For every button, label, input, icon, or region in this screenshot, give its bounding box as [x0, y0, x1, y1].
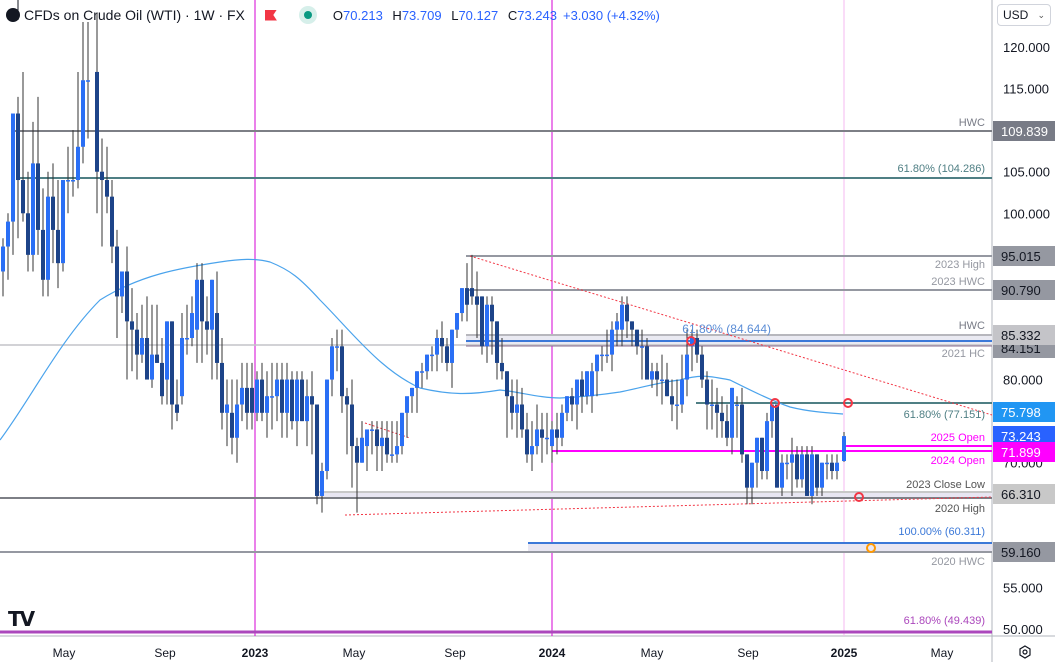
price-tick: 80.000 [1003, 373, 1043, 388]
price-tick: 115.000 [1003, 82, 1049, 97]
price-tag-label: 85.332 [1001, 328, 1041, 343]
label-2023-hwc: 2023 HWC [931, 276, 985, 288]
price-tag [993, 442, 1055, 462]
price-tag-label: 71.899 [1001, 445, 1041, 460]
settings-icon[interactable] [1018, 645, 1032, 659]
tradingview-logo[interactable]: TV [8, 607, 35, 631]
label-fib-77: 61.80% (77.151) [904, 409, 985, 421]
time-tick: May [641, 646, 664, 660]
zone-2020-hwc [528, 543, 992, 552]
time-tick: May [343, 646, 366, 660]
label-hwc-85: HWC [959, 320, 985, 332]
time-tick: Sep [444, 646, 466, 660]
touch-markers [686, 336, 876, 553]
currency-value: USD [1003, 8, 1029, 22]
close-value: 73.243 [517, 7, 557, 23]
horizontal-levels [0, 130, 992, 634]
low-value: 70.127 [458, 7, 499, 23]
price-tag [993, 246, 1055, 266]
price-tick: 105.000 [1003, 165, 1050, 180]
symbol-title[interactable]: CFDs on Crude Oil (WTI) · 1W · FX [24, 7, 245, 23]
trendlines [344, 255, 993, 516]
label-fib-49: 61.80% (49.439) [904, 615, 985, 627]
price-tag [993, 402, 1055, 422]
price-tick: 120.000 [1003, 40, 1050, 55]
price-tick: 55.000 [1003, 580, 1043, 595]
label-fib-84: 61.80% (84.644) [682, 322, 771, 336]
price-tag-label: 59.160 [1001, 545, 1041, 560]
price-tick: 100.000 [1003, 206, 1050, 221]
time-tick: 2025 [831, 646, 858, 660]
change-value: +3.030 (+4.32%) [562, 7, 660, 23]
year-dividers [17, 0, 845, 636]
label-fib-60: 100.00% (60.311) [898, 526, 985, 538]
price-tags: 84.15195.01590.79085.33273.24375.79871.8… [993, 121, 1055, 562]
label-2023-high: 2023 High [935, 259, 985, 271]
market-status-icon[interactable] [298, 6, 317, 24]
price-axis[interactable]: 120.000115.000105.000100.00080.00070.000… [1003, 40, 1050, 637]
price-tag [993, 280, 1055, 300]
currency-select[interactable]: USD ⌄ [997, 4, 1051, 26]
price-tag-label: 95.015 [1001, 249, 1041, 264]
flag-icon[interactable] [264, 9, 277, 21]
price-tag [993, 121, 1055, 141]
time-tick: Sep [154, 646, 176, 660]
chart-header: CFDs on Crude Oil (WTI) · 1W · FX O70.21… [6, 6, 660, 24]
price-tag [993, 426, 1055, 446]
price-tag [993, 542, 1055, 562]
symbol-logo-icon [6, 8, 20, 22]
label-2023-close-low: 2023 Close Low [906, 479, 985, 491]
price-tag [993, 484, 1055, 504]
price-tag-label: 109.839 [1001, 124, 1048, 139]
time-axis[interactable]: May Sep 2023 May Sep 2024 May Sep 2025 May [53, 646, 954, 660]
time-tick: 2024 [539, 646, 566, 660]
price-tag-label: 73.243 [1001, 429, 1041, 444]
price-tag-label: 66.310 [1001, 487, 1041, 502]
zone-2023-low [316, 491, 992, 498]
moving-average-line [0, 258, 844, 441]
label-2025-open: 2025 Open [931, 432, 985, 444]
price-tick: 50.000 [1003, 622, 1043, 637]
price-tag [993, 325, 1055, 345]
price-tag-label: 90.790 [1001, 283, 1041, 298]
price-tag-label: 75.798 [1001, 405, 1041, 420]
time-tick: May [931, 646, 954, 660]
candlesticks [1, 13, 846, 513]
label-2021-hc: 2021 HC [942, 348, 985, 360]
label-hwc-top: HWC [959, 117, 985, 129]
time-tick: Sep [737, 646, 759, 660]
label-2024-open: 2024 Open [931, 455, 985, 467]
chevron-down-icon: ⌄ [1037, 9, 1045, 20]
time-tick: 2023 [242, 646, 269, 660]
high-value: 73.709 [401, 7, 442, 23]
label-2020-high: 2020 High [935, 503, 985, 515]
label-2020-hwc: 2020 HWC [931, 556, 985, 568]
ohlc-values: O70.213 H73.709 L70.127 C73.243 [332, 7, 557, 23]
time-tick: May [53, 646, 76, 660]
open-value: 70.213 [343, 7, 383, 23]
label-fib-104: 61.80% (104.286) [898, 163, 985, 175]
